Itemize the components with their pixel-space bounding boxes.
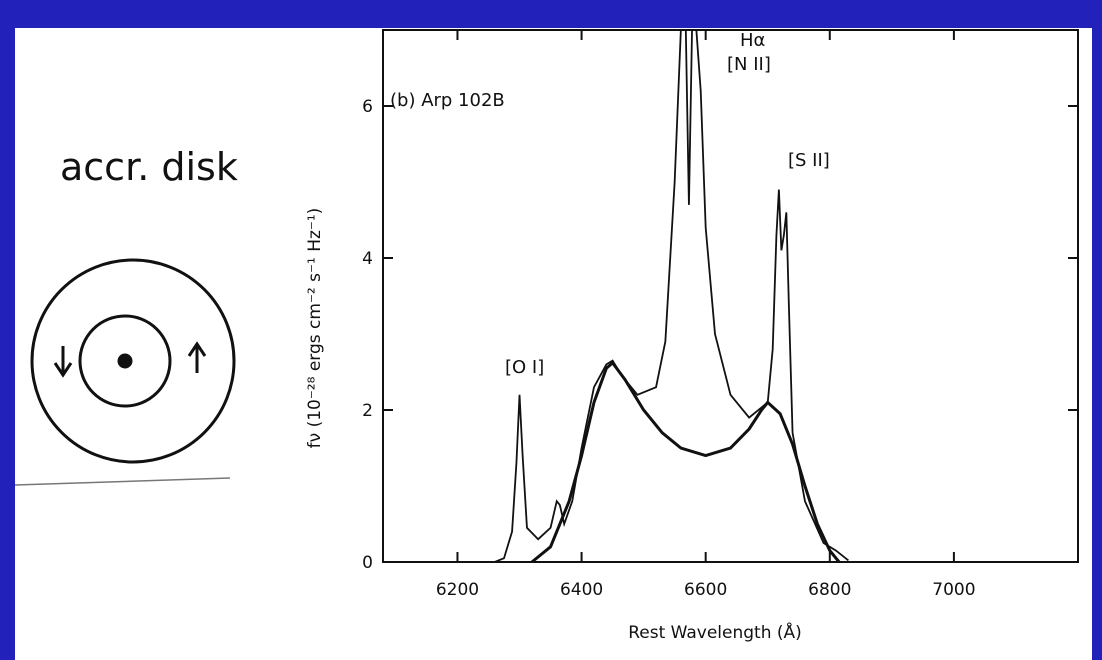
y-axis-label: fν (10⁻²⁸ ergs cm⁻² s⁻¹ Hz⁻¹) bbox=[305, 208, 325, 449]
annotation: (b) Arp 102B bbox=[390, 90, 505, 111]
x-tick-label: 6400 bbox=[560, 580, 603, 600]
outer-circle bbox=[30, 258, 236, 464]
arrow-down bbox=[53, 346, 73, 378]
y-tick-label: 0 bbox=[362, 553, 373, 573]
spectrum-line bbox=[530, 360, 841, 564]
underline bbox=[15, 477, 231, 486]
arrow-up bbox=[187, 341, 207, 373]
y-tick-label: 4 bbox=[362, 249, 373, 269]
chart: accr. disk (b) Arp 102B Hα [N II] [S II]… bbox=[15, 29, 1079, 643]
y-tick-label: 6 bbox=[362, 97, 373, 117]
annotation: [O I] bbox=[505, 357, 544, 378]
spectrum-line bbox=[494, 29, 849, 563]
slide: accr. disk (b) Arp 102B Hα [N II] [S II]… bbox=[15, 28, 1092, 660]
x-tick-label: 6200 bbox=[436, 580, 479, 600]
x-tick-label: 6600 bbox=[684, 580, 727, 600]
y-tick-label: 2 bbox=[362, 401, 373, 421]
x-tick-label: 7000 bbox=[932, 580, 975, 600]
annotation: [S II] bbox=[788, 150, 830, 171]
slide-label: accr. disk bbox=[60, 145, 238, 189]
annotation: [N II] bbox=[727, 54, 771, 75]
plot-frame bbox=[382, 29, 1079, 563]
x-axis-label: Rest Wavelength (Å) bbox=[628, 621, 802, 643]
center-dot bbox=[117, 353, 133, 369]
x-tick-label: 6800 bbox=[808, 580, 851, 600]
annotation: Hα bbox=[740, 30, 765, 51]
disk-diagram bbox=[15, 258, 236, 486]
inner-circle bbox=[78, 314, 172, 408]
